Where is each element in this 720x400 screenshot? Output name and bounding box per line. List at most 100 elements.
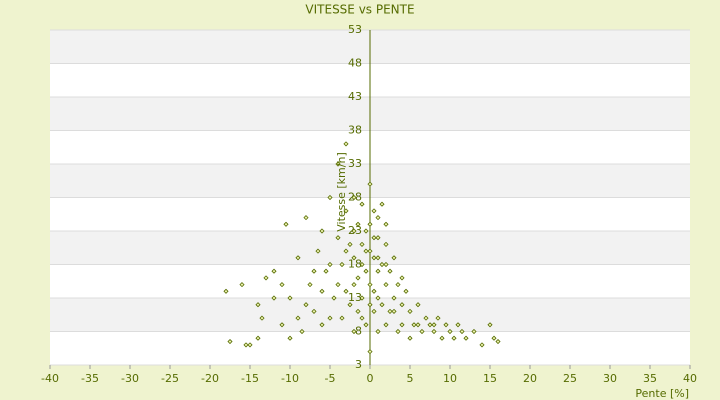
data-point — [435, 315, 441, 321]
data-point — [335, 161, 341, 167]
data-point — [239, 282, 245, 288]
data-point — [375, 255, 381, 261]
y-tick-label: 13 — [348, 291, 362, 304]
data-point — [255, 302, 261, 308]
x-tick-label: -25 — [161, 372, 179, 385]
data-point — [363, 228, 369, 234]
data-point — [367, 181, 373, 187]
x-tick-label: -40 — [41, 372, 59, 385]
data-point — [391, 295, 397, 301]
data-point — [399, 322, 405, 328]
data-point — [227, 338, 233, 345]
data-point — [327, 261, 333, 268]
y-tick-label: 48 — [348, 57, 362, 70]
data-point — [371, 255, 377, 261]
chart-title: VITESSE vs PENTE — [305, 3, 414, 17]
data-point — [387, 308, 393, 314]
data-point — [343, 208, 349, 214]
y-tick-label: 38 — [348, 124, 362, 137]
data-point — [479, 342, 485, 348]
data-point — [371, 208, 377, 214]
data-point — [331, 295, 337, 301]
data-point — [367, 282, 373, 288]
data-point — [279, 282, 285, 288]
plot-area — [49, 29, 691, 369]
data-point — [379, 302, 385, 308]
x-tick-label: -15 — [241, 372, 259, 385]
y-tick-label: 3 — [355, 358, 362, 371]
x-tick-label: -35 — [81, 372, 99, 385]
x-tick-label: 25 — [563, 372, 577, 385]
data-point — [319, 288, 325, 294]
data-point — [363, 268, 369, 274]
data-point — [223, 288, 229, 294]
data-point — [319, 228, 325, 234]
data-point — [471, 328, 477, 335]
data-point — [351, 255, 357, 261]
data-point — [371, 308, 377, 314]
x-tick-label: -5 — [325, 372, 336, 385]
data-point — [343, 248, 349, 254]
data-point — [351, 328, 357, 335]
data-point — [403, 288, 409, 294]
data-point — [351, 194, 357, 201]
x-tick-label: -10 — [281, 372, 299, 385]
data-point — [399, 302, 405, 308]
data-point — [359, 241, 365, 247]
data-point — [383, 322, 389, 328]
y-axis-label: Vitesse [km/h] — [335, 152, 348, 232]
data-point — [367, 248, 373, 254]
x-tick-label: 0 — [367, 372, 374, 385]
data-point — [287, 295, 293, 301]
data-point — [427, 322, 433, 328]
x-tick-label: 40 — [683, 372, 697, 385]
data-point — [447, 328, 453, 335]
data-point — [383, 241, 389, 247]
data-point — [247, 342, 253, 348]
data-point — [463, 335, 469, 341]
data-point — [303, 215, 309, 221]
data-point — [263, 275, 269, 281]
data-point — [271, 295, 277, 301]
data-point — [451, 335, 457, 341]
data-point — [367, 349, 373, 355]
data-point — [363, 248, 369, 254]
data-point — [375, 215, 381, 221]
x-tick-label: 5 — [407, 372, 414, 385]
data-point — [311, 268, 317, 274]
data-point — [415, 302, 421, 308]
data-point — [327, 315, 333, 321]
x-tick-label: 30 — [603, 372, 617, 385]
data-point — [459, 328, 465, 335]
data-point — [455, 322, 461, 328]
data-point — [343, 288, 349, 294]
x-tick-label: -30 — [121, 372, 139, 385]
data-point — [271, 268, 277, 274]
data-point — [299, 328, 305, 335]
data-point — [359, 201, 365, 207]
data-point — [419, 328, 425, 335]
data-point — [335, 235, 341, 241]
data-point — [379, 261, 385, 268]
data-point — [327, 194, 333, 201]
data-point — [391, 308, 397, 314]
data-point — [407, 308, 413, 314]
data-point — [375, 235, 381, 241]
data-point — [387, 268, 393, 274]
data-point — [295, 255, 301, 261]
data-point — [487, 322, 493, 328]
data-point — [347, 241, 353, 247]
data-point — [283, 221, 289, 227]
data-point — [319, 322, 325, 328]
data-point — [407, 335, 413, 341]
data-point — [411, 322, 417, 328]
data-point — [347, 302, 353, 308]
data-point — [351, 282, 357, 288]
x-tick-label: 15 — [483, 372, 497, 385]
data-point — [495, 338, 501, 345]
data-point — [259, 315, 265, 321]
data-point — [431, 328, 437, 335]
data-point — [375, 328, 381, 335]
data-point — [383, 261, 389, 268]
